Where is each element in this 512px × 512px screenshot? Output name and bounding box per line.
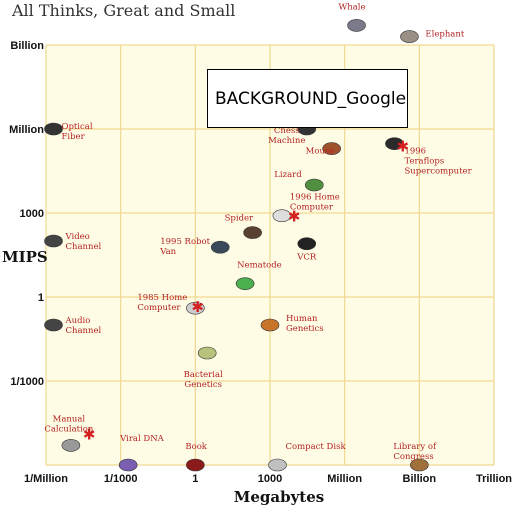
x-tick-label: 1000 [258, 473, 282, 485]
lizard-icon [304, 178, 324, 192]
y-tick-label: 1/1000 [10, 376, 44, 388]
x-tick-labels: 1/Million 1/1000 1 1000 Million Billion Trilli… [24, 473, 512, 485]
data-point: Spider [225, 214, 262, 239]
y-tick-labels: 1/1000 1 1000 Million Billion [9, 40, 44, 388]
background-label-text: BACKGROUND_Google [215, 88, 407, 109]
asterisk-icon: ✱ [83, 425, 96, 443]
human-genetics-icon [260, 318, 280, 332]
whale-icon [347, 19, 366, 32]
y-tick-label: 1 [38, 292, 44, 304]
data-point: Mouse [306, 142, 341, 157]
data-point-label: 1996 Teraflops Supercomputer [404, 147, 472, 177]
data-point-label: Audio Channel [64, 316, 101, 336]
data-point: 1995 Robot Van [159, 237, 230, 257]
x-tick-label: Million [327, 473, 362, 485]
data-point: VCR [296, 237, 317, 263]
data-point-label: Human Genetics [286, 314, 324, 334]
data-point-label: Chess Machine [268, 126, 305, 146]
x-tick-label: Billion [403, 473, 437, 485]
manual-calculation-icon [61, 439, 81, 452]
data-point-label: 1985 Home Computer [137, 293, 187, 313]
data-point-label: Elephant [425, 30, 464, 40]
data-point-label: Library of Congress [393, 442, 437, 462]
data-point: Viral DNA [118, 434, 165, 472]
data-point: Compact Disk [268, 442, 346, 472]
data-point-label: 1995 Robot Van [159, 237, 210, 257]
mouse-icon [322, 142, 341, 155]
data-point-label: Bacterial Genetics [184, 370, 223, 390]
data-point: ✱1996 Teraflops Supercomputer [385, 137, 473, 177]
data-point-label: Nematode [237, 261, 282, 271]
data-point: Lizard [274, 170, 324, 192]
home-computer-icon [272, 209, 292, 223]
x-tick-label: 1/1000 [104, 473, 138, 485]
audio-channel-icon [44, 318, 63, 332]
data-point-label: Book [185, 442, 207, 452]
video-channel-icon [44, 234, 63, 248]
data-point: ✱1985 Home Computer [137, 293, 205, 316]
data-point-label: Spider [225, 214, 254, 224]
vcr-icon [297, 237, 317, 251]
data-point-label: Optical Fiber [61, 122, 92, 142]
chart-title: All Thinks, Great and Small [11, 1, 235, 20]
y-tick-label: Million [9, 124, 44, 136]
spider-icon [243, 226, 262, 239]
viral-dna-icon [118, 458, 138, 472]
data-point-label: Mouse [306, 147, 335, 157]
data-point: Elephant [400, 30, 465, 43]
data-point-label: Viral DNA [119, 434, 165, 444]
data-point: Audio Channel [44, 316, 102, 336]
supercomputer-icon [385, 137, 404, 150]
optical-fiber-icon [44, 122, 63, 136]
data-point-label: Whale [339, 2, 366, 12]
background-label-box: BACKGROUND_Google [207, 69, 408, 128]
data-point: Human Genetics [260, 314, 324, 334]
asterisk-icon: ✱ [191, 298, 204, 316]
library-of-congress-icon [410, 458, 429, 472]
data-point-label: Manual Calculation [44, 414, 94, 434]
data-point: ✱1996 Home Computer [272, 193, 340, 226]
data-point: Bacterial Genetics [184, 346, 223, 390]
x-axis-title: Megabytes [234, 488, 324, 506]
y-tick-label: Billion [10, 40, 44, 52]
data-point-label: 1996 Home Computer [290, 193, 340, 213]
nematode-icon [235, 277, 255, 290]
data-point: Library of Congress [393, 442, 437, 472]
data-point-label: Lizard [274, 170, 302, 180]
data-point: ✱Manual Calculation [44, 414, 96, 452]
y-axis-title: MIPS [2, 248, 48, 266]
compact-disk-icon [268, 458, 287, 472]
data-point-label: VCR [296, 253, 317, 263]
asterisk-icon: ✱ [288, 208, 301, 226]
robot-van-icon [210, 240, 230, 254]
bacterial-genetics-icon [197, 346, 217, 360]
data-point: Book [185, 442, 208, 472]
mac-computer-icon [186, 301, 205, 315]
data-point: Optical Fiber [44, 122, 93, 142]
asterisk-icon: ✱ [396, 138, 409, 156]
data-point: Whale [339, 2, 366, 32]
x-tick-label: 1/Million [24, 473, 68, 485]
data-point: Video Channel [44, 232, 102, 252]
x-tick-label: 1 [192, 473, 198, 485]
elephant-icon [400, 30, 419, 43]
data-point-label: Compact Disk [285, 442, 346, 452]
book-icon [186, 458, 205, 472]
data-point-label: Video Channel [64, 232, 101, 252]
data-point: Nematode [235, 261, 282, 290]
x-tick-label: Trillion [476, 473, 512, 485]
y-tick-label: 1000 [20, 208, 44, 220]
